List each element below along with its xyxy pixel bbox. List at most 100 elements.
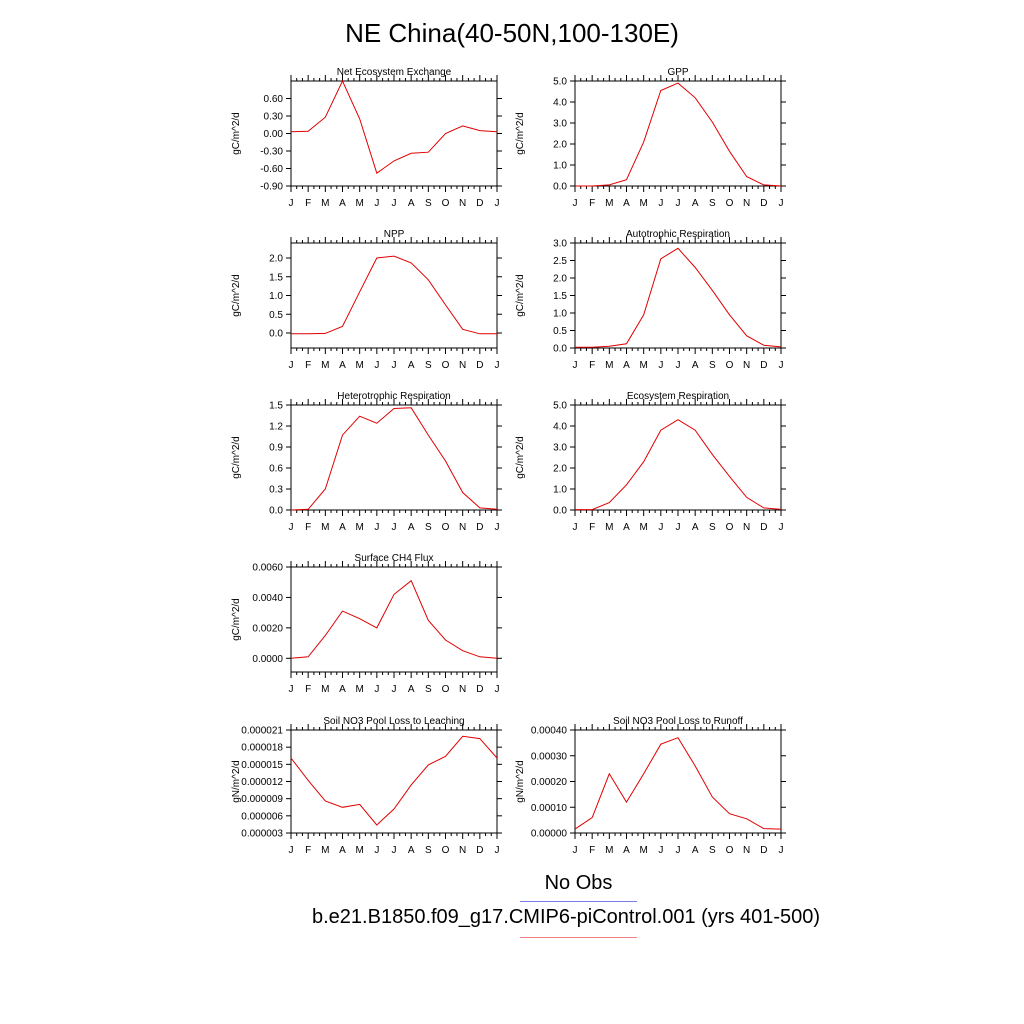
x-tick-label: D [760,198,767,209]
x-tick-label: J [374,845,379,856]
x-tick-label: J [374,360,379,371]
x-tick-label: J [676,360,681,371]
x-tick-label: S [425,198,432,209]
y-tick-label: 1.0 [269,291,283,302]
y-tick-label: 1.0 [553,485,567,496]
y-tick-label: 3.0 [553,443,567,454]
y-tick-label: 0.0020 [252,623,283,634]
x-tick-label: J [779,522,784,533]
x-tick-label: N [459,684,466,695]
panel-title: Net Ecosystem Exchange [337,67,452,78]
plot-frame [574,80,782,187]
y-tick-label: 0.9 [269,443,283,454]
y-tick-label: 2.0 [553,464,567,475]
x-tick-label: J [495,522,500,533]
series-line [290,735,498,826]
y-tick-label: 0.0 [269,329,283,340]
x-tick-label: M [639,198,647,209]
y-tick-label: 0.000009 [241,794,283,805]
y-tick-label: 0.000021 [241,726,283,737]
series-line [575,419,782,511]
x-tick-label: M [355,198,363,209]
x-tick-label: O [726,198,734,209]
x-tick-label: F [589,198,595,209]
x-tick-label: O [726,845,734,856]
y-tick-label: 0.000003 [241,829,283,840]
x-tick-label: J [374,684,379,695]
x-tick-label: A [408,360,415,371]
x-tick-label: M [321,845,329,856]
x-tick-label: F [305,684,311,695]
x-tick-label: D [760,360,767,371]
y-tick-label: 0.60 [264,94,284,105]
x-tick-label: J [495,845,500,856]
x-tick-label: A [623,845,630,856]
x-tick-label: M [605,360,613,371]
y-tick-label: 0.00040 [531,726,568,737]
x-tick-label: M [355,684,363,695]
y-tick-label: 3.0 [553,239,567,250]
x-tick-label: M [639,522,647,533]
x-tick-label: J [495,684,500,695]
x-tick-label: M [321,522,329,533]
y-tick-label: 1.5 [553,291,567,302]
y-tick-label: 0.00000 [531,829,568,840]
plot-frame [290,404,498,511]
y-tick-label: 1.5 [269,272,283,283]
x-tick-label: N [459,522,466,533]
panel-title: Heterotrophic Respiration [337,391,450,402]
x-tick-label: A [339,684,346,695]
x-tick-label: F [589,522,595,533]
legend-case-line [520,937,637,938]
x-tick-label: J [658,360,663,371]
x-tick-label: J [779,845,784,856]
x-tick-label: J [676,845,681,856]
x-tick-label: O [442,198,450,209]
x-tick-label: M [355,360,363,371]
x-tick-label: J [658,198,663,209]
x-tick-label: S [709,360,716,371]
x-tick-label: N [459,845,466,856]
plot-frame [290,242,498,349]
x-tick-label: A [623,198,630,209]
x-tick-label: J [676,198,681,209]
x-tick-label: A [692,845,699,856]
y-tick-label: 2.0 [553,274,567,285]
x-tick-label: S [425,522,432,533]
series-line [290,79,498,175]
x-tick-label: F [305,522,311,533]
y-tick-label: 0.00030 [531,751,568,762]
x-tick-label: M [355,845,363,856]
x-tick-label: D [476,360,483,371]
y-tick-label: 1.0 [553,309,567,320]
x-tick-label: J [676,522,681,533]
x-tick-label: A [339,845,346,856]
y-tick-label: 0.000015 [241,760,283,771]
x-tick-label: M [639,845,647,856]
y-tick-label: 0.00020 [531,777,568,788]
x-tick-label: J [289,198,294,209]
x-tick-label: A [623,360,630,371]
panel-4: Autotrophic Respiration gC/m^2/d 0.0 0.5 1.0… [515,229,786,371]
x-tick-label: S [709,522,716,533]
x-tick-label: A [692,198,699,209]
x-tick-label: J [573,522,578,533]
y-axis-label: gC/m^2/d [231,274,242,317]
x-tick-label: J [289,684,294,695]
x-tick-label: M [605,845,613,856]
y-tick-label: 0.0060 [252,563,283,574]
x-tick-label: A [339,522,346,533]
plot-frame [574,242,782,349]
x-tick-label: A [623,522,630,533]
y-tick-label: 0.6 [269,464,283,475]
x-tick-label: M [321,684,329,695]
x-tick-label: M [321,360,329,371]
y-tick-label: 0.000018 [241,743,283,754]
plot-frame [290,80,498,187]
y-axis-label: gC/m^2/d [231,112,242,155]
y-axis-label: gN/m^2/d [231,760,242,803]
panel-title: Soil NO3 Pool Loss to Runoff [613,716,743,727]
